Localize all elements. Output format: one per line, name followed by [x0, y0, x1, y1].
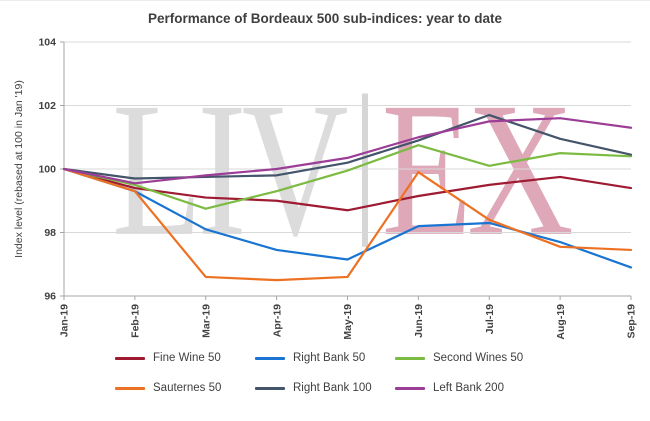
- series-line-right-bank-50: [62, 167, 633, 269]
- series-line-fine-wine-50: [62, 167, 633, 212]
- legend-label-second-wines-50: Second Wines 50: [433, 352, 524, 364]
- legend-item-right-bank-50: Right Bank 50: [255, 348, 395, 368]
- legend-label-sauternes-50: Sauternes 50: [153, 382, 222, 394]
- legend-item-sauternes-50: Sauternes 50: [115, 378, 255, 398]
- y-tick-label-102: 102: [38, 100, 56, 112]
- legend-swatch-second-wines-50: [395, 356, 425, 360]
- y-tick-label-96: 96: [44, 291, 56, 303]
- x-tick-label-may-19: May-19: [342, 304, 354, 340]
- y-tick-label-100: 100: [38, 164, 56, 176]
- legend-swatch-fine-wine-50: [115, 356, 145, 360]
- line-chart: 96 98 100 102 104 Jan-19 Feb-19 Mar-19 Apr-19 May…: [13, 37, 638, 340]
- series-line-left-bank-200: [62, 117, 633, 185]
- x-tick-label-feb-19: Feb-19: [130, 304, 142, 338]
- chart-legend: Fine Wine 50 Right Bank 50 Second Wines 50…: [0, 348, 650, 398]
- legend-label-right-bank-100: Right Bank 100: [293, 382, 372, 394]
- x-tick-label-mar-19: Mar-19: [200, 304, 212, 338]
- x-tick-label-aug-19: Aug-19: [555, 304, 567, 340]
- legend-item-left-bank-200: Left Bank 200: [395, 378, 535, 398]
- legend-item-fine-wine-50: Fine Wine 50: [115, 348, 255, 368]
- series-line-right-bank-100: [62, 113, 633, 180]
- x-tick-label-sep-19: Sep-19: [626, 304, 638, 339]
- legend-item-right-bank-100: Right Bank 100: [255, 378, 395, 398]
- legend-swatch-left-bank-200: [395, 386, 425, 390]
- x-tick-label-jun-19: Jun-19: [413, 304, 425, 338]
- legend-label-fine-wine-50: Fine Wine 50: [153, 352, 221, 364]
- legend-item-second-wines-50: Second Wines 50: [395, 348, 535, 368]
- legend-swatch-sauternes-50: [115, 386, 145, 390]
- y-axis-title: Index level (rebased at 100 in Jan '19): [13, 80, 25, 258]
- series-line-sauternes-50: [62, 167, 633, 282]
- x-tick-label-jul-19: Jul-19: [484, 304, 496, 335]
- y-tick-label-104: 104: [38, 37, 56, 49]
- x-tick-label-apr-19: Apr-19: [271, 304, 283, 337]
- legend-label-left-bank-200: Left Bank 200: [433, 382, 504, 394]
- legend-swatch-right-bank-50: [255, 356, 285, 360]
- x-tick-label-jan-19: Jan-19: [59, 304, 71, 337]
- chart-area: LIV EX 96 98 100 102 104 Jan-19 Feb-19 Mar-19 Ap…: [0, 30, 650, 346]
- legend-label-right-bank-50: Right Bank 50: [293, 352, 366, 364]
- y-tick-label-98: 98: [44, 227, 56, 239]
- legend-swatch-right-bank-100: [255, 386, 285, 390]
- series-line-second-wines-50: [62, 144, 633, 210]
- chart-title: Performance of Bordeaux 500 sub-indices:…: [147, 11, 503, 26]
